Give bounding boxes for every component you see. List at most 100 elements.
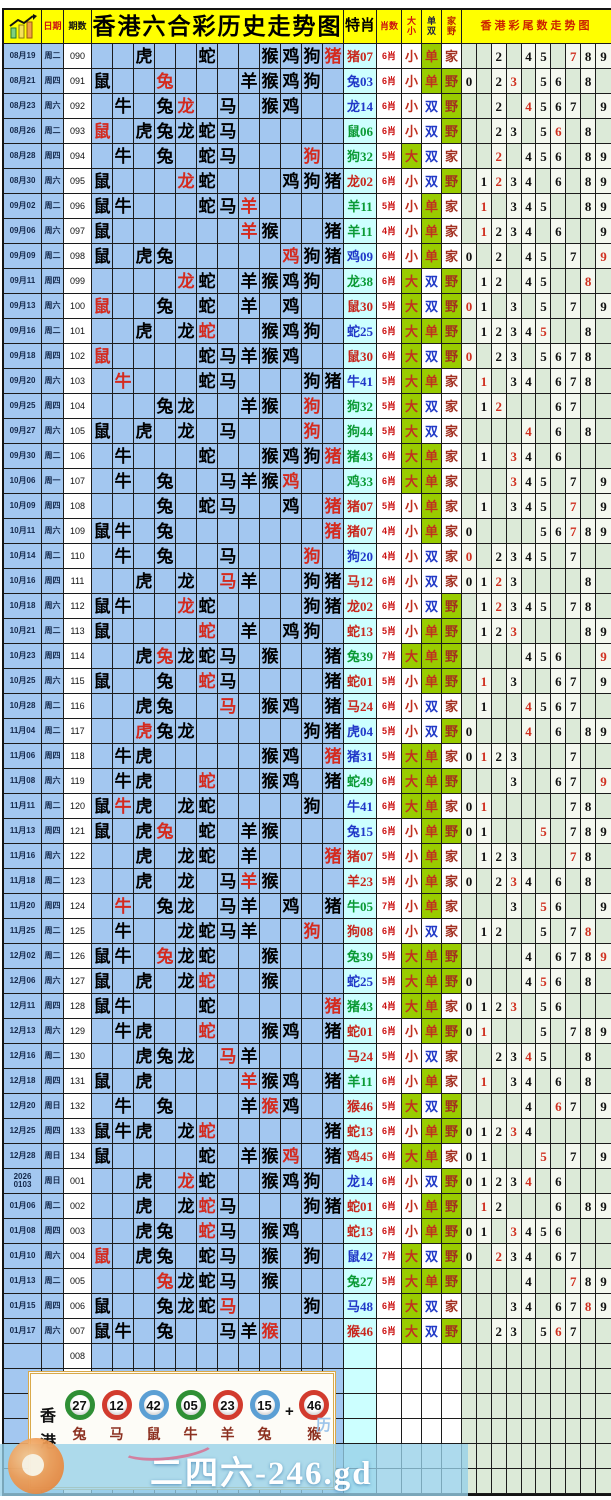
odd-even-cell: 单 [422,744,442,769]
zodiac-count-cell: 5肖 [377,1044,402,1069]
tail-digit-cell: 9 [596,494,611,519]
zodiac-cell [239,419,260,444]
tail-digit-cell [566,169,582,194]
trend-chart-icon [4,10,42,44]
zodiac-cell [155,444,176,469]
tail-digit-cell [596,1169,611,1194]
zodiac-cell-special: 兔 [155,69,176,94]
tail-digit-cell: 0 [462,1169,477,1194]
zodiac-count-cell: 6肖 [377,44,402,69]
home-wild-cell: 野 [442,1194,462,1219]
tail-digit-cell [506,1194,522,1219]
tail-digit-cell [551,569,567,594]
tail-digit-cell [521,569,537,594]
zodiac-cell: 羊 [239,1094,260,1119]
home-wild-cell: 家 [442,569,462,594]
tail-digit-cell: 4 [521,269,537,294]
zodiac-cell: 虎 [134,1244,155,1269]
zodiac-cell [197,694,218,719]
tail-digit-cell [521,669,537,694]
tail-digit-cell: 7 [566,44,582,69]
zodiac-cell: 虎 [134,794,155,819]
big-small-cell: 大 [402,794,422,819]
zodiac-cell [302,869,323,894]
tail-digit-cell [596,419,611,444]
tail-digit-cell [491,494,507,519]
tail-digit-cell: 1 [476,444,492,469]
zodiac-cell: 狗 [302,319,323,344]
date-cell: 09月30 [4,444,42,469]
tail-digit-cell: 7 [566,919,582,944]
zodiac-cell [260,519,281,544]
tail-digit-cell: 3 [506,844,522,869]
zodiac-cell [239,494,260,519]
zodiac-cell: 鼠 [92,194,113,219]
tail-digit-cell: 6 [551,969,567,994]
big-small-cell: 大 [402,444,422,469]
period-cell: 090 [64,44,92,69]
zodiac-cell: 马 [218,419,239,444]
tail-digit-cell: 4 [521,1219,537,1244]
zodiac-cell: 马 [218,194,239,219]
odd-even-cell: 双 [422,594,442,619]
special-result-cell [344,1344,377,1369]
tail-digit-cell [551,269,567,294]
tail-digit-cell: 2 [491,244,507,269]
tail-digit-cell [521,344,537,369]
zodiac-cell [113,1169,134,1194]
zodiac-cell: 猪 [323,244,344,269]
tail-digit-cell: 7 [566,469,582,494]
tail-digit-cell [596,1044,611,1069]
tail-digit-cell: 4 [521,444,537,469]
zodiac-count-cell: 6肖 [377,94,402,119]
zodiac-cell: 蛇 [197,1144,218,1169]
zodiac-cell: 羊 [239,819,260,844]
tail-digit-cell [462,619,477,644]
period-cell: 103 [64,369,92,394]
tail-digit-cell: 1 [476,494,492,519]
tail-digit-cell: 4 [521,419,537,444]
zodiac-cell [281,1294,302,1319]
special-result-cell: 猪07 [344,44,377,69]
zodiac-cell [239,694,260,719]
tail-digit-cell: 5 [536,694,552,719]
tail-digit-cell: 6 [551,69,567,94]
tail-digit-cell [476,944,492,969]
tail-digit-cell [536,1419,552,1444]
tail-digit-cell: 4 [521,144,537,169]
tail-digit-cell [536,1444,552,1469]
date-cell: 10月09 [4,494,42,519]
tail-digit-cell: 3 [506,1294,522,1319]
odd-even-cell: 双 [422,344,442,369]
date-cell: 11月11 [4,794,42,819]
tail-digit-cell [476,69,492,94]
zodiac-cell [218,444,239,469]
zodiac-cell [323,1319,344,1344]
period-cell: 100 [64,294,92,319]
zodiac-cell [302,769,323,794]
zodiac-cell: 兔 [155,1094,176,1119]
tail-digit-cell [536,944,552,969]
zodiac-cell [197,394,218,419]
weekday-cell: 周六 [42,369,64,394]
big-small-cell: 大 [402,294,422,319]
zodiac-cell [239,669,260,694]
zodiac-cell-special: 猪 [323,494,344,519]
zodiac-cell-special: 鼠 [92,344,113,369]
tail-digit-cell: 0 [462,519,477,544]
zodiac-cell: 虎 [134,319,155,344]
tail-digit-cell [536,1169,552,1194]
zodiac-cell [176,1219,197,1244]
special-result-cell: 蛇13 [344,1119,377,1144]
period-cell: 117 [64,719,92,744]
zodiac-cell: 龙 [176,1269,197,1294]
zodiac-cell: 猴 [260,394,281,419]
big-small-cell: 小 [402,219,422,244]
table-row: 09月30 周二 106 牛蛇猴鸡狗猪猪43 6肖大单家 1 3 4 6 [4,444,611,469]
zodiac-cell: 马 [218,1219,239,1244]
zodiac-cell [281,594,302,619]
zodiac-cell [134,144,155,169]
result-ball: 12 马 [100,1390,133,1444]
zodiac-cell [134,269,155,294]
zodiac-cell: 马 [218,644,239,669]
